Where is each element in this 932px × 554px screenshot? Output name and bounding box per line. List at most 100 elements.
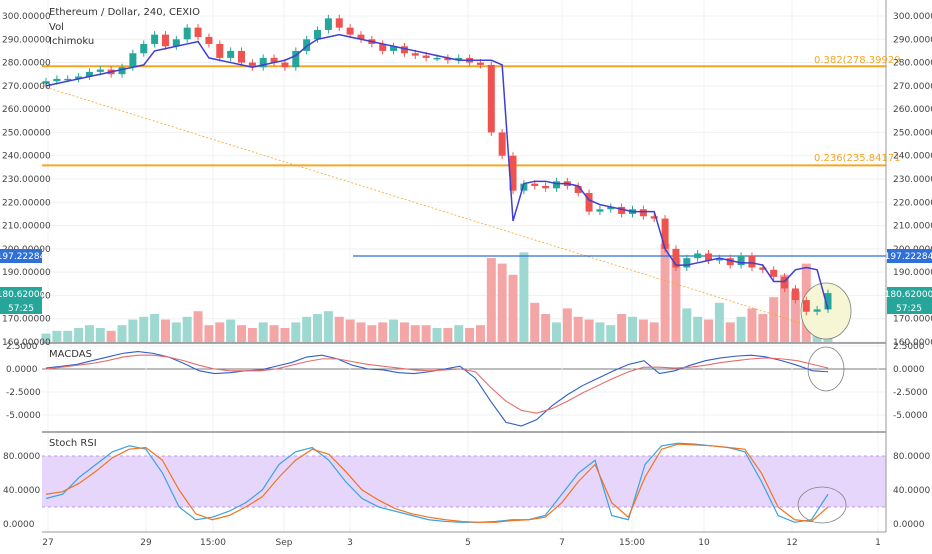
volume-bar <box>497 263 507 342</box>
y-tick-right: 300.00000 <box>893 12 932 22</box>
volume-bar <box>714 302 724 342</box>
candle-body <box>476 62 484 65</box>
volume-bar <box>280 328 290 342</box>
macd-pane-label: MACDAS <box>49 349 92 360</box>
candle-body <box>422 55 430 58</box>
candle-body <box>552 181 560 189</box>
volume-bar <box>432 328 442 342</box>
volume-bar <box>725 322 735 342</box>
y-tick-right: 220.00000 <box>893 198 932 208</box>
volume-bar <box>530 302 540 342</box>
macd-tick-left: -5.0000 <box>6 411 41 421</box>
candle-body <box>357 34 365 40</box>
hline-tag-left-text: 197.22284 <box>0 252 46 262</box>
stoch-tick-left: 40.0000 <box>3 486 40 496</box>
candle-body <box>227 50 235 58</box>
candle-body <box>618 206 626 214</box>
y-tick-right: 170.00000 <box>893 315 932 325</box>
candle-body <box>53 78 61 82</box>
candle-body <box>118 67 126 75</box>
candle-body <box>238 50 245 63</box>
volume-bar <box>704 319 714 342</box>
volume-bar <box>486 258 496 342</box>
ichimoku-line <box>45 33 829 310</box>
x-tick-label: 12 <box>786 538 797 548</box>
volume-bar <box>682 308 692 342</box>
stoch-band <box>42 455 886 508</box>
candle-body <box>183 27 191 40</box>
stoch-tick-right: 80.0000 <box>893 452 930 462</box>
volume-bar <box>541 314 551 342</box>
x-axis-labels: 27 29 15:00 Sep 3 5 7 15:00 10 12 1 <box>42 538 881 548</box>
volume-bar <box>237 325 246 342</box>
grid <box>42 0 886 532</box>
y-tick-left: 240.00000 <box>2 152 51 162</box>
volume-bar <box>106 330 116 342</box>
volume-bar <box>258 322 268 342</box>
volume-bar <box>758 314 768 342</box>
candle-body <box>129 53 137 68</box>
y-tick-left: 280.00000 <box>2 59 51 69</box>
y-tick-left: 190.00000 <box>2 268 51 278</box>
stoch-band-fill <box>42 456 886 507</box>
y-tick-left: 160.00000 <box>2 338 51 348</box>
candle-body <box>42 81 50 84</box>
candle-body <box>542 185 550 189</box>
volume-bar <box>52 330 62 342</box>
last-price-tag-left <box>0 287 42 301</box>
candle-body <box>194 27 202 37</box>
candle-body <box>140 43 148 54</box>
volume-bar <box>562 308 572 342</box>
candle-body <box>433 57 441 60</box>
volume-bar <box>769 297 779 342</box>
volume-bar <box>160 319 170 342</box>
y-tick-right: 280.00000 <box>893 59 932 69</box>
countdown-tag-left <box>0 301 42 314</box>
volume-bar <box>443 328 453 342</box>
candle-body <box>672 248 680 268</box>
volume-bar <box>508 274 518 342</box>
y-tick-right: 260.00000 <box>893 105 932 115</box>
ichimoku-indicator-label: Ichimoku <box>49 36 95 47</box>
candle-body <box>748 255 756 268</box>
candle-body <box>813 309 821 312</box>
candle-body <box>661 218 669 249</box>
volume-bar <box>378 322 388 342</box>
volume-bar <box>182 316 192 342</box>
stoch-tick-left: 80.0000 <box>3 452 40 462</box>
y-tick-right: 270.00000 <box>893 82 932 92</box>
candle-body <box>161 34 169 47</box>
volume-bar <box>399 322 409 342</box>
stoch-d-line <box>45 443 829 523</box>
candle-body <box>390 46 398 51</box>
candle-body <box>400 46 408 54</box>
candle-body <box>802 300 810 312</box>
fib-382-label: 0.382(278.39929 <box>814 55 901 66</box>
candle-body <box>791 288 799 301</box>
y-tick-left: 210.00000 <box>2 222 51 232</box>
stoch-tick-right: 40.0000 <box>893 486 930 496</box>
y-tick-right: 230.00000 <box>893 175 932 185</box>
volume-bar <box>247 328 257 342</box>
volume-bar <box>171 322 181 342</box>
candle-body <box>607 206 615 210</box>
x-tick-label: 15:00 <box>619 538 645 548</box>
candle-body <box>270 57 278 63</box>
candle-body <box>498 132 506 156</box>
volume-bar <box>475 325 485 342</box>
candle-body <box>248 62 256 68</box>
y-tick-left: 270.00000 <box>2 82 51 92</box>
macd-tick-left: -2.5000 <box>6 388 41 398</box>
volume-bar <box>226 319 236 342</box>
signal-line <box>45 354 829 414</box>
price-tags: 197.22284 197.22284 180.62000 57:25 180.… <box>0 249 932 314</box>
volume-bar <box>139 316 149 342</box>
volume-bar <box>63 330 73 342</box>
volume-bar <box>95 328 105 342</box>
volume-bar <box>41 333 51 342</box>
fib-236-label: 0.236(235.84171 <box>814 153 901 164</box>
volume-bar <box>215 322 225 342</box>
candle-body <box>824 293 832 310</box>
volume-bar <box>606 325 616 342</box>
